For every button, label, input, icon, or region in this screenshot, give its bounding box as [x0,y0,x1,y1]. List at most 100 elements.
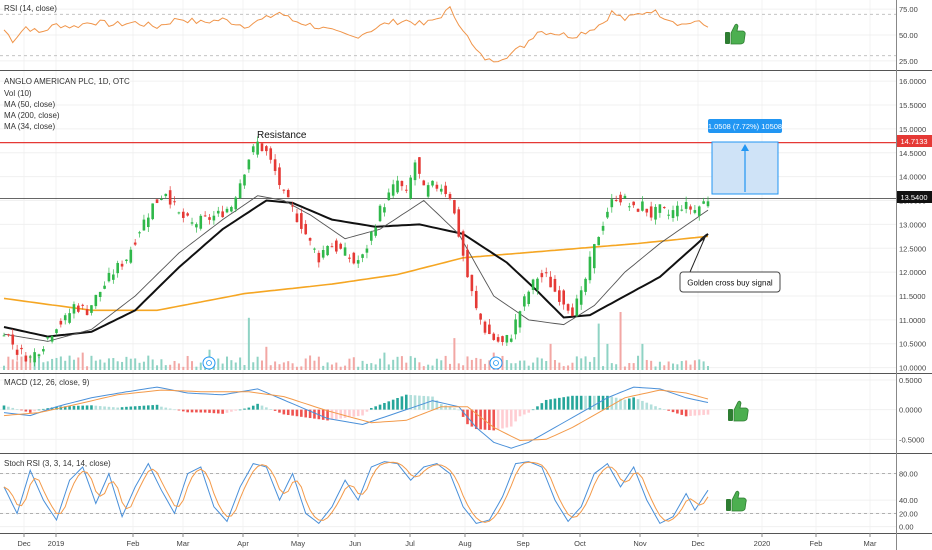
macd-histogram-bar [409,394,412,410]
price-candle [68,308,71,325]
candle-body [247,159,251,170]
price-pane[interactable] [0,136,896,367]
thumbs-up-icon [725,23,746,45]
price-candle [269,146,273,164]
volume-bar [134,358,137,370]
macd-histogram-bar [304,409,308,418]
volume-bar [588,361,591,370]
volume-bar [317,356,320,370]
price-tick-label: 13.0000 [899,220,926,229]
volume-bar [558,362,561,370]
volume-bar [483,363,486,370]
price-candle [103,281,106,290]
candle-body [553,278,557,292]
macd-histogram-bar [251,405,255,410]
macd-histogram-bar [37,409,41,411]
price-candle [540,269,544,283]
macd-pane[interactable] [2,386,710,449]
callout-arrowhead [700,234,706,241]
volume-bar [545,360,548,370]
price-candle [558,285,561,306]
volume-bar [505,360,508,370]
candle-body [466,249,469,278]
event-marker-circle[interactable] [489,356,503,370]
volume-bar [593,357,596,370]
price-tick-label: 16.0000 [899,77,926,86]
volume-bar [689,364,692,370]
price-candle [146,213,150,232]
volume-bar [361,360,364,370]
price-candle [370,230,373,246]
macd-histogram-bar [619,398,622,410]
candle-body [426,185,430,197]
macd-histogram-bar [667,409,670,411]
volume-bar [160,359,163,370]
time-axis-label: Apr [237,539,249,548]
macd-histogram-bar [505,409,509,428]
macd-histogram-bar [413,395,417,410]
price-candle [553,275,557,293]
price-tick-label: 10.5000 [899,340,926,349]
stoch-rsi-pane[interactable] [0,461,896,525]
candle-body [654,206,657,220]
price-candle [413,159,417,186]
volume-bar [510,363,513,370]
macd-tick-label: 0.0000 [899,406,922,415]
price-candle [593,243,596,274]
ma34-line [3,199,709,338]
candle-body [177,212,181,214]
volume-bar [615,364,618,370]
volume-bar [221,363,224,370]
price-candle [11,329,15,350]
rsi-pane[interactable] [0,5,896,63]
price-candle [256,136,259,158]
candle-body [212,215,216,221]
candle-body [300,213,303,229]
event-marker-circle[interactable] [202,356,216,370]
candle-body [173,201,176,203]
macd-histogram-bar [387,401,391,410]
volume-bar [234,362,237,370]
macd-histogram-bar [571,395,574,410]
volume-bar [86,366,89,370]
macd-histogram-bar [610,396,614,410]
price-candle [645,208,649,217]
measure-label-box [708,119,782,133]
golden-cross-callout[interactable]: Golden cross buy signal [679,234,781,293]
time-axis-label: May [291,539,305,548]
macd-histogram-bar [422,395,426,410]
time-axis[interactable]: Dec 2019 Feb Mar Apr May Jun Jul Aug Sep Oct Nov Dec… [17,533,877,548]
macd-histogram-bar [164,407,168,410]
volume-bar [562,366,565,370]
price-candle [601,221,605,235]
candle-body [195,224,198,228]
price-range-measure[interactable]: 1.0508 (7.72%) 10508 [708,119,782,195]
price-candle [81,303,85,310]
candle-body [33,352,36,363]
candle-body [488,324,491,335]
candle-body [365,248,369,253]
macd-histogram-bar [509,409,513,427]
volume-bar [313,360,316,370]
candle-body [632,201,635,206]
macd-histogram-bar [697,409,701,416]
volume-bar [243,365,246,370]
price-candle [247,159,251,173]
macd-histogram-bar [641,400,644,410]
candle-body [684,202,688,209]
volume-bar [352,357,355,370]
macd-histogram-bar [684,409,688,417]
price-candle [238,179,242,200]
volume-bar [156,365,159,370]
candle-body [151,203,154,220]
volume-bar [571,362,574,370]
price-candle [606,207,609,219]
price-candle [579,286,583,310]
candle-body [501,336,504,343]
volume-bar [540,358,543,370]
candle-body [518,311,522,328]
price-candle [273,154,277,176]
symbol-title: ANGLO AMERICAN PLC, 1D, OTC [4,77,130,86]
price-candle [488,319,491,335]
